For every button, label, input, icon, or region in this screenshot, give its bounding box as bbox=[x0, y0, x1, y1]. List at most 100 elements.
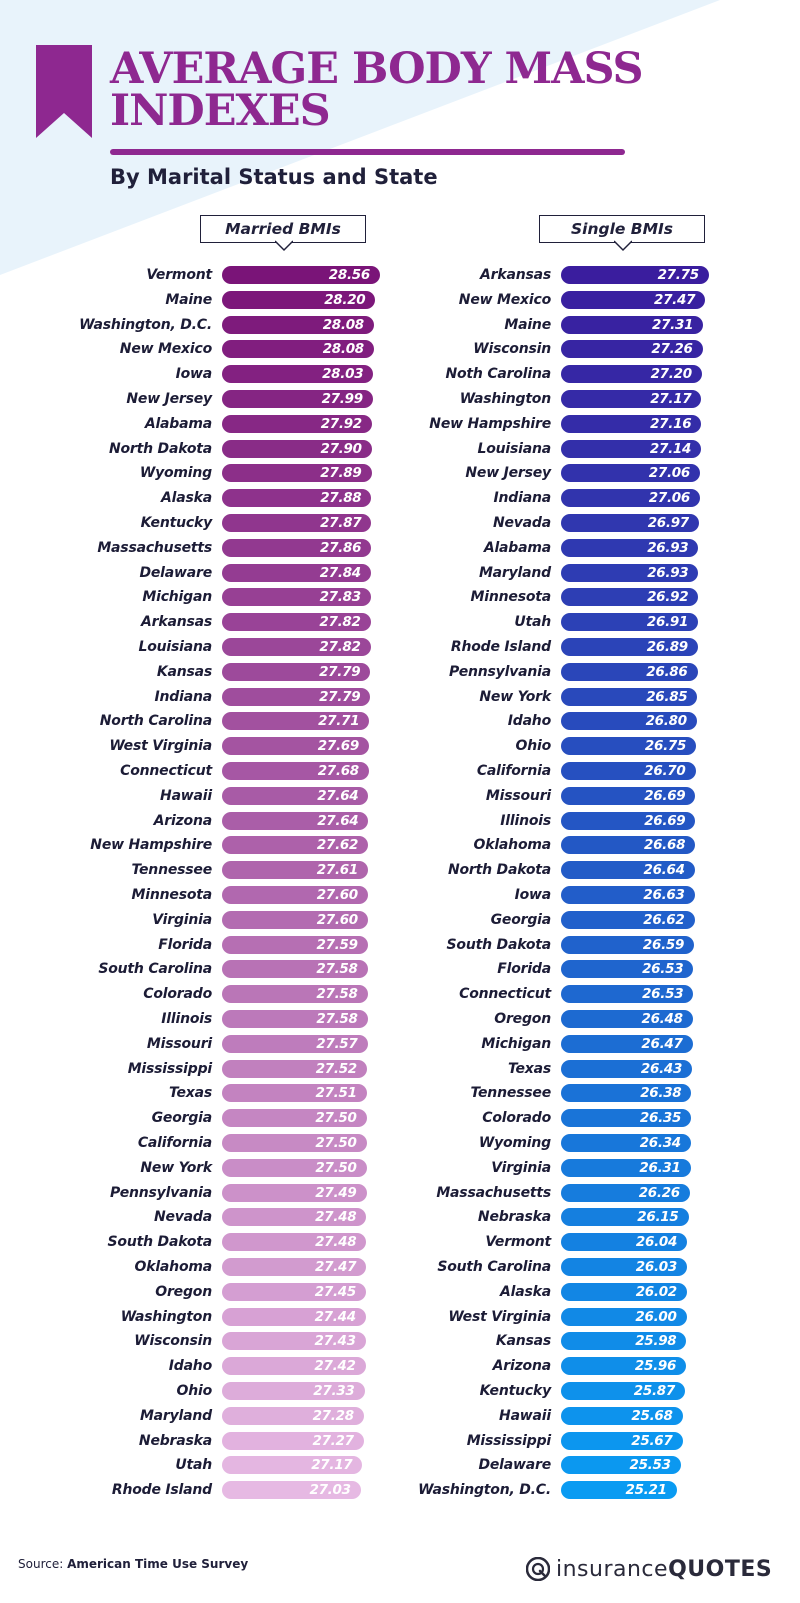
single-bar bbox=[561, 861, 695, 880]
single-state-label: Colorado bbox=[482, 1110, 551, 1127]
single-bar bbox=[561, 439, 702, 458]
married-row: Oklahoma 27.47 bbox=[0, 1257, 800, 1277]
single-value-label: 26.34 bbox=[639, 1135, 682, 1151]
source-name: American Time Use Survey bbox=[67, 1557, 249, 1571]
single-row: Arkansas 27.75 bbox=[0, 265, 800, 285]
married-bar bbox=[222, 1010, 368, 1028]
married-bar bbox=[222, 662, 371, 681]
married-value-label: 27.50 bbox=[315, 1159, 357, 1176]
single-row: Kansas 25.98 bbox=[0, 1331, 800, 1351]
married-bar bbox=[222, 786, 369, 805]
single-value-label: 25.96 bbox=[634, 1358, 677, 1375]
married-value-label: 27.42 bbox=[314, 1358, 356, 1375]
married-state-label: Virginia bbox=[152, 911, 212, 928]
married-state-label: Tennessee bbox=[131, 862, 212, 879]
single-row: California 26.70 bbox=[0, 761, 800, 781]
married-value-label: 27.28 bbox=[312, 1407, 355, 1424]
married-row: Vermont 28.56 bbox=[0, 265, 800, 285]
married-value-label: 27.57 bbox=[316, 1035, 358, 1052]
single-row: New York 26.85 bbox=[0, 687, 800, 707]
single-bar bbox=[561, 588, 699, 607]
married-bar bbox=[222, 266, 380, 284]
married-state-label: Michigan bbox=[142, 589, 212, 606]
single-bar bbox=[561, 737, 697, 756]
single-bar bbox=[561, 712, 697, 731]
married-row: California 27.50 bbox=[0, 1133, 800, 1153]
married-bar bbox=[222, 563, 371, 582]
married-bar bbox=[222, 1183, 367, 1202]
single-value-label: 26.69 bbox=[644, 812, 686, 829]
single-state-label: Minnesota bbox=[470, 589, 552, 606]
single-value-label: 27.47 bbox=[653, 291, 696, 308]
single-state-label: Indiana bbox=[493, 490, 552, 507]
single-state-label: Nebraska bbox=[477, 1209, 551, 1226]
single-value-label: 25.68 bbox=[631, 1407, 673, 1424]
married-bar bbox=[222, 886, 368, 904]
single-row: Connecticut 26.53 bbox=[0, 984, 800, 1004]
single-value-label: 25.98 bbox=[635, 1333, 677, 1350]
married-bar bbox=[222, 1233, 367, 1252]
married-state-label: Florida bbox=[158, 936, 212, 953]
married-bar bbox=[222, 1481, 361, 1500]
married-row: Minnesota 27.60 bbox=[0, 885, 800, 905]
married-bar bbox=[222, 1109, 367, 1128]
single-row: Rhode Island 26.89 bbox=[0, 637, 800, 657]
single-bar bbox=[561, 1059, 693, 1078]
single-value-label: 26.91 bbox=[646, 614, 689, 631]
single-row: Utah 26.91 bbox=[0, 612, 800, 632]
single-bar bbox=[561, 613, 699, 632]
single-row: North Dakota 26.64 bbox=[0, 860, 800, 880]
single-state-label: Washington bbox=[459, 391, 552, 407]
source-label: Source: bbox=[18, 1557, 68, 1571]
single-row: Oregon 26.48 bbox=[0, 1009, 800, 1029]
married-value-label: 27.52 bbox=[315, 1060, 358, 1077]
single-state-label: Noth Carolina bbox=[445, 366, 551, 383]
married-bar bbox=[222, 315, 374, 334]
married-value-label: 27.48 bbox=[315, 1209, 357, 1226]
married-value-label: 27.79 bbox=[319, 688, 361, 705]
married-row: Delaware 27.84 bbox=[0, 563, 800, 583]
single-row: Alabama 26.93 bbox=[0, 538, 800, 558]
single-row: Nevada 26.97 bbox=[0, 513, 800, 533]
married-bar bbox=[222, 910, 368, 929]
married-row: Rhode Island 27.03 bbox=[0, 1480, 800, 1500]
single-value-label: 26.62 bbox=[643, 911, 685, 928]
single-row: Kentucky 25.87 bbox=[0, 1381, 800, 1401]
married-bar bbox=[222, 811, 369, 830]
married-bar bbox=[222, 514, 372, 532]
single-bar bbox=[561, 960, 694, 979]
married-state-label: Missouri bbox=[146, 1035, 212, 1052]
single-value-label: 26.63 bbox=[643, 887, 685, 903]
single-value-label: 26.53 bbox=[642, 961, 684, 978]
title-line-2: INDEXES bbox=[110, 86, 331, 136]
married-bar bbox=[222, 687, 371, 706]
married-row: Michigan 27.83 bbox=[0, 587, 800, 607]
brand-mark-icon bbox=[526, 1557, 550, 1581]
single-value-label: 27.17 bbox=[650, 391, 692, 407]
married-bar bbox=[222, 1258, 367, 1276]
married-value-label: 27.44 bbox=[314, 1308, 357, 1325]
single-bar bbox=[561, 1010, 693, 1028]
single-bar bbox=[561, 1258, 687, 1276]
married-value-label: 27.58 bbox=[316, 961, 358, 978]
married-state-label: Maryland bbox=[139, 1407, 212, 1424]
married-value-label: 27.71 bbox=[318, 713, 360, 730]
married-bar bbox=[222, 737, 369, 756]
single-state-label: New York bbox=[479, 688, 551, 705]
married-bar bbox=[222, 1084, 367, 1103]
single-bar bbox=[561, 687, 698, 706]
married-row: Washington 27.44 bbox=[0, 1307, 800, 1327]
married-state-label: Connecticut bbox=[120, 763, 212, 779]
single-value-label: 26.47 bbox=[641, 1035, 683, 1052]
single-bar bbox=[561, 489, 700, 508]
married-value-label: 27.82 bbox=[319, 614, 361, 631]
married-row: Texas 27.51 bbox=[0, 1083, 800, 1103]
married-state-label: North Carolina bbox=[99, 713, 212, 730]
married-bar bbox=[222, 414, 372, 433]
married-row: Massachusetts 27.86 bbox=[0, 538, 800, 558]
married-row: Kansas 27.79 bbox=[0, 662, 800, 682]
married-state-label: Texas bbox=[168, 1085, 212, 1102]
married-bar bbox=[222, 762, 369, 780]
single-bar bbox=[561, 538, 699, 557]
single-state-label: Florida bbox=[497, 961, 551, 978]
